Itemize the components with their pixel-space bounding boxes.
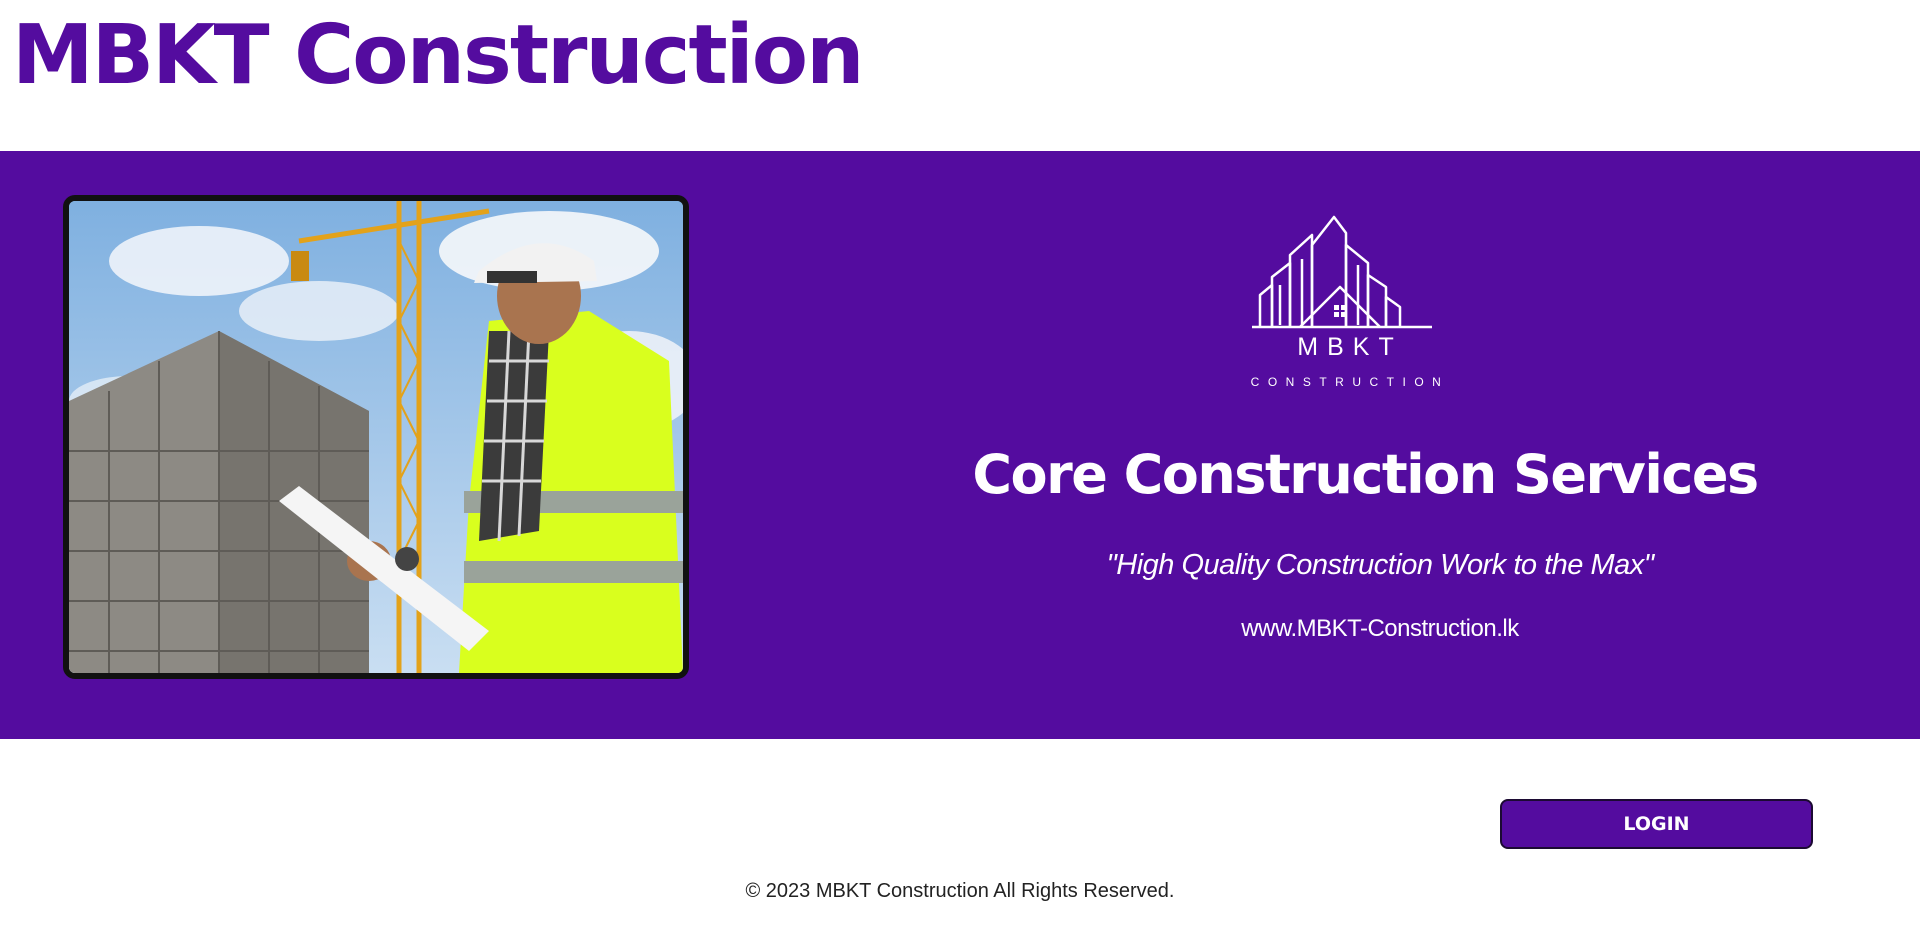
hero-banner: MBKT CONSTRUCTION Core Construction Serv… (0, 151, 1920, 739)
logo-subtitle: CONSTRUCTION (1250, 375, 1450, 389)
construction-worker-photo (63, 195, 689, 679)
login-button[interactable]: LOGIN (1500, 799, 1813, 849)
logo-name: MBKT (1297, 333, 1403, 361)
footer-copyright: © 2023 MBKT Construction All Rights Rese… (745, 880, 1175, 902)
hero-tagline: "High Quality Construction Work to the M… (1106, 549, 1654, 581)
company-logo: MBKT (1230, 215, 1450, 385)
buildings-logo-icon (1252, 215, 1432, 329)
hero-heading: Core Construction Services (972, 443, 1759, 506)
site-title: MBKT Construction (12, 8, 864, 103)
photo-illustration (69, 201, 683, 673)
website-url: www.MBKT-Construction.lk (1241, 615, 1519, 642)
hero-text-block: MBKT CONSTRUCTION Core Construction Serv… (900, 151, 1860, 739)
